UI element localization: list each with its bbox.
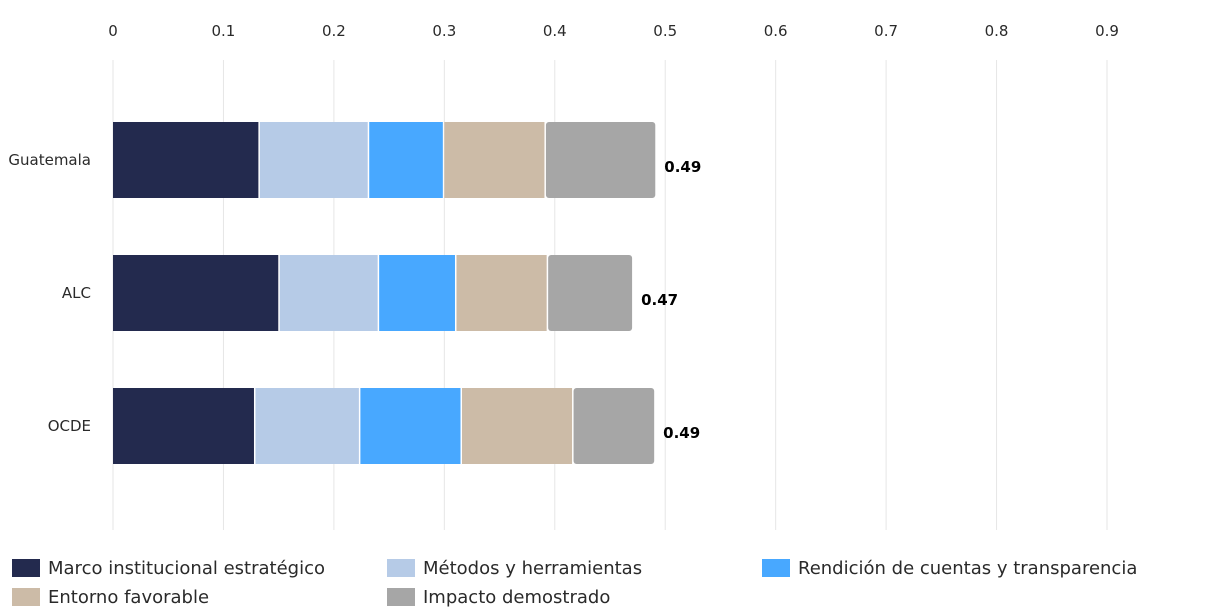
bar-segment [573, 388, 655, 464]
bar-segment [113, 388, 254, 464]
bars [113, 122, 656, 464]
x-axis-ticks: 0 0.1 0.2 0.3 0.4 0.5 0.6 0.7 0.8 0.9 [108, 22, 1119, 40]
x-tick-label: 0.3 [432, 22, 456, 40]
bar-segment [462, 388, 573, 464]
bar-segment [113, 255, 279, 331]
total-label: 0.49 [664, 158, 701, 176]
legend-swatch [387, 588, 415, 606]
bar-group-ocde [113, 388, 655, 464]
bar-segment [444, 122, 545, 198]
x-tick-label: 0.4 [543, 22, 567, 40]
legend-item: Entorno favorable [12, 585, 209, 609]
category-label: ALC [62, 284, 91, 302]
category-label: Guatemala [8, 151, 91, 169]
x-tick-label: 0.6 [764, 22, 788, 40]
x-tick-label: 0.2 [322, 22, 346, 40]
bar-segment [369, 122, 443, 198]
legend-swatch [12, 559, 40, 577]
bar-segment [113, 122, 259, 198]
legend-swatch [387, 559, 415, 577]
stacked-bar-chart: 0 0.1 0.2 0.3 0.4 0.5 0.6 0.7 0.8 0.9 Guatemala AL… [8, 22, 1119, 530]
bar-segment [548, 255, 633, 331]
bar-segment [456, 255, 547, 331]
legend-item: Métodos y herramientas [387, 556, 642, 580]
legend-label: Métodos y herramientas [423, 557, 643, 579]
bar-segment [279, 255, 378, 331]
legend: Marco institucional estratégico Métodos y… [12, 556, 1202, 608]
legend-swatch [762, 559, 790, 577]
legend-item: Impacto demostrado [387, 585, 610, 609]
x-tick-label: 0.5 [653, 22, 677, 40]
x-tick-label: 0 [108, 22, 118, 40]
x-tick-label: 0.1 [212, 22, 236, 40]
x-tick-label: 0.9 [1095, 22, 1119, 40]
x-tick-label: 0.8 [985, 22, 1009, 40]
total-label: 0.47 [641, 291, 678, 309]
bar-segment [259, 122, 368, 198]
legend-item: Marco institucional estratégico [12, 556, 325, 580]
legend-swatch [12, 588, 40, 606]
category-label: OCDE [48, 417, 91, 435]
bar-group-alc [113, 255, 633, 331]
legend-label: Rendición de cuentas y transparencia [798, 557, 1138, 579]
legend-label: Impacto demostrado [423, 586, 611, 608]
legend-label: Entorno favorable [48, 586, 210, 608]
bar-segment [545, 122, 656, 198]
bar-segment [255, 388, 359, 464]
legend-label: Marco institucional estratégico [48, 557, 325, 579]
bar-group-guatemala [113, 122, 656, 198]
legend-item: Rendición de cuentas y transparencia [762, 556, 1137, 580]
bar-segment [379, 255, 455, 331]
bar-segment [360, 388, 461, 464]
category-labels: Guatemala ALC OCDE [8, 151, 91, 435]
total-label: 0.49 [663, 424, 700, 442]
x-tick-label: 0.7 [874, 22, 898, 40]
total-labels: 0.49 0.47 0.49 [641, 158, 701, 442]
